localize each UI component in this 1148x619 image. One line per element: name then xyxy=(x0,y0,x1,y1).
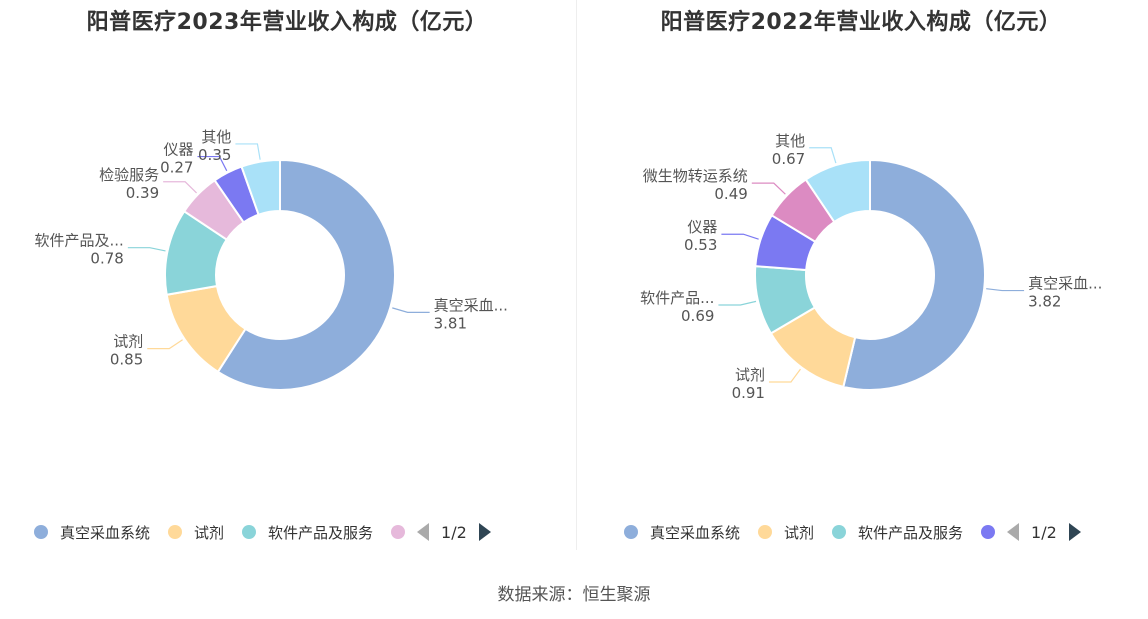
legend-color-dot xyxy=(624,525,638,539)
legend-2022: 真空采血系统 试剂 软件产品及服务 1/2 xyxy=(574,518,1148,546)
legend-item[interactable]: 试剂 xyxy=(758,522,814,543)
legend-item-overflow[interactable] xyxy=(391,525,406,539)
legend-color-dot xyxy=(832,525,847,539)
slice-value-label: 0.35 xyxy=(198,146,231,164)
panel-divider xyxy=(576,0,577,550)
slice-name-label: 仪器 xyxy=(687,218,717,236)
legend-label: 试剂 xyxy=(784,523,815,542)
legend-label: 真空采血系统 xyxy=(650,523,741,542)
legend-next-icon[interactable] xyxy=(478,523,491,541)
legend-item[interactable]: 软件产品及服务 xyxy=(832,522,963,543)
slice-name-label: 真空采血... xyxy=(434,296,508,314)
slice-name-label: 试剂 xyxy=(735,366,765,384)
slice-name-label: 软件产品... xyxy=(640,289,714,307)
slice-name-label: 软件产品及... xyxy=(35,232,124,250)
pie-slice-5[interactable] xyxy=(240,158,281,216)
legend-color-dot xyxy=(981,525,996,539)
slice-value-label: 3.81 xyxy=(434,314,467,332)
slice-value-label: 0.67 xyxy=(772,150,805,168)
slice-value-label: 0.53 xyxy=(684,236,717,254)
pie-slice-5[interactable] xyxy=(804,158,871,224)
label-leader-line xyxy=(986,288,1025,292)
chart-title-2022: 阳普医疗2022年营业收入构成（亿元） xyxy=(660,10,1062,35)
legend-label: 真空采血系统 xyxy=(60,523,151,542)
legend-2023: 真空采血系统 试剂 软件产品及服务 1/2 xyxy=(0,518,574,546)
chart-title-2023: 阳普医疗2023年营业收入构成（亿元） xyxy=(86,10,488,35)
slice-name-label: 真空采血... xyxy=(1028,275,1102,293)
legend-item[interactable]: 真空采血系统 xyxy=(624,522,740,543)
label-leader-line xyxy=(768,368,801,383)
label-leader-line xyxy=(392,307,430,313)
slice-name-label: 仪器 xyxy=(163,141,193,159)
legend-next-icon[interactable] xyxy=(1068,523,1081,541)
legend-prev-icon[interactable] xyxy=(1007,523,1020,541)
legend-label: 软件产品及服务 xyxy=(858,523,964,542)
legend-color-dot xyxy=(758,525,773,539)
legend-item-overflow[interactable] xyxy=(981,525,996,539)
slice-value-label: 0.27 xyxy=(160,159,193,177)
legend-page-indicator: 1/2 xyxy=(1031,522,1057,542)
legend-page-indicator: 1/2 xyxy=(441,522,467,542)
label-leader-line xyxy=(718,300,757,306)
pie-slice-0[interactable] xyxy=(216,158,396,391)
label-leader-line xyxy=(163,181,197,194)
legend-color-dot xyxy=(168,525,183,539)
slice-value-label: 0.91 xyxy=(732,384,765,402)
donut-chart-2022: 真空采血...3.82 试剂0.91 软件产品...0.69 仪器0.53 微生物转运系… xyxy=(640,132,1102,402)
label-leader-line xyxy=(751,182,786,195)
legend-color-dot xyxy=(34,525,48,539)
slice-value-label: 3.82 xyxy=(1028,293,1061,311)
chart-panel-2023: 阳普医疗2023年营业收入构成（亿元） 真空采血... 3.81 试剂 0.85 软件产… xyxy=(0,0,574,550)
slice-name-label: 其他 xyxy=(775,132,805,150)
label-leader-line xyxy=(197,155,228,172)
legend-pager: 1/2 xyxy=(1007,523,1081,542)
slice-value-label: 0.49 xyxy=(714,185,747,203)
legend-prev-icon[interactable] xyxy=(417,523,430,541)
donut-chart-2023: 真空采血...3.81试剂0.85软件产品及...0.78检验服务0.39仪器0… xyxy=(35,128,508,391)
legend-label: 试剂 xyxy=(194,523,225,542)
slice-value-label: 0.85 xyxy=(110,351,143,369)
legend-color-dot xyxy=(242,525,257,539)
label-leader-line xyxy=(721,233,759,240)
legend-item[interactable]: 试剂 xyxy=(168,522,224,543)
slice-name-label: 其他 xyxy=(201,128,231,146)
slice-name-label: 微生物转运系统 xyxy=(643,167,748,185)
slice-name-label: 试剂 xyxy=(113,333,143,351)
label-leader-line xyxy=(127,247,166,252)
slice-name-label: 检验服务 xyxy=(99,166,159,184)
legend-label: 软件产品及服务 xyxy=(268,523,374,542)
slice-value-label: 0.78 xyxy=(90,250,123,268)
legend-item[interactable]: 软件产品及服务 xyxy=(242,522,373,543)
slice-value-label: 0.39 xyxy=(126,184,159,202)
chart-panel-2022: 阳普医疗2022年营业收入构成（亿元） 真空采血... 3.82 试剂 0.91 软件产… xyxy=(574,0,1148,550)
label-leader-line xyxy=(809,147,837,164)
legend-color-dot xyxy=(391,525,406,539)
slice-value-label: 0.69 xyxy=(681,307,714,325)
label-leader-line xyxy=(147,339,183,350)
legend-pager: 1/2 xyxy=(417,523,491,542)
pie-slice-0[interactable] xyxy=(842,158,986,391)
legend-item[interactable]: 真空采血系统 xyxy=(34,522,150,543)
label-leader-line xyxy=(235,143,261,160)
data-source-note: 数据来源：恒生聚源 xyxy=(497,585,651,605)
